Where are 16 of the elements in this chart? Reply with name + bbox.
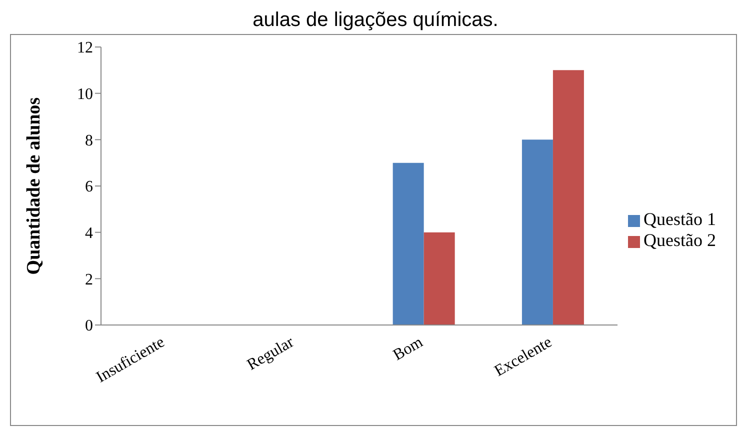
y-tick-label: 12 xyxy=(77,40,93,57)
chart-title: aulas de ligações químicas. xyxy=(252,8,500,33)
y-tick-label: 0 xyxy=(85,318,93,335)
bar xyxy=(392,162,424,325)
bar xyxy=(552,70,584,325)
y-axis-title: Quantidade de alunos xyxy=(24,97,45,275)
y-tick-label: 8 xyxy=(85,132,93,150)
bar xyxy=(424,232,455,325)
y-tick-label: 6 xyxy=(85,178,93,196)
y-tick-label: 2 xyxy=(85,271,93,288)
y-tick-label: 10 xyxy=(77,86,93,104)
y-tick-label: 4 xyxy=(85,225,93,242)
legend-label: Questão 2 xyxy=(644,230,716,250)
x-tick-label: Bom xyxy=(390,333,426,364)
legend-label: Questão 1 xyxy=(644,209,716,229)
bar xyxy=(522,140,553,325)
